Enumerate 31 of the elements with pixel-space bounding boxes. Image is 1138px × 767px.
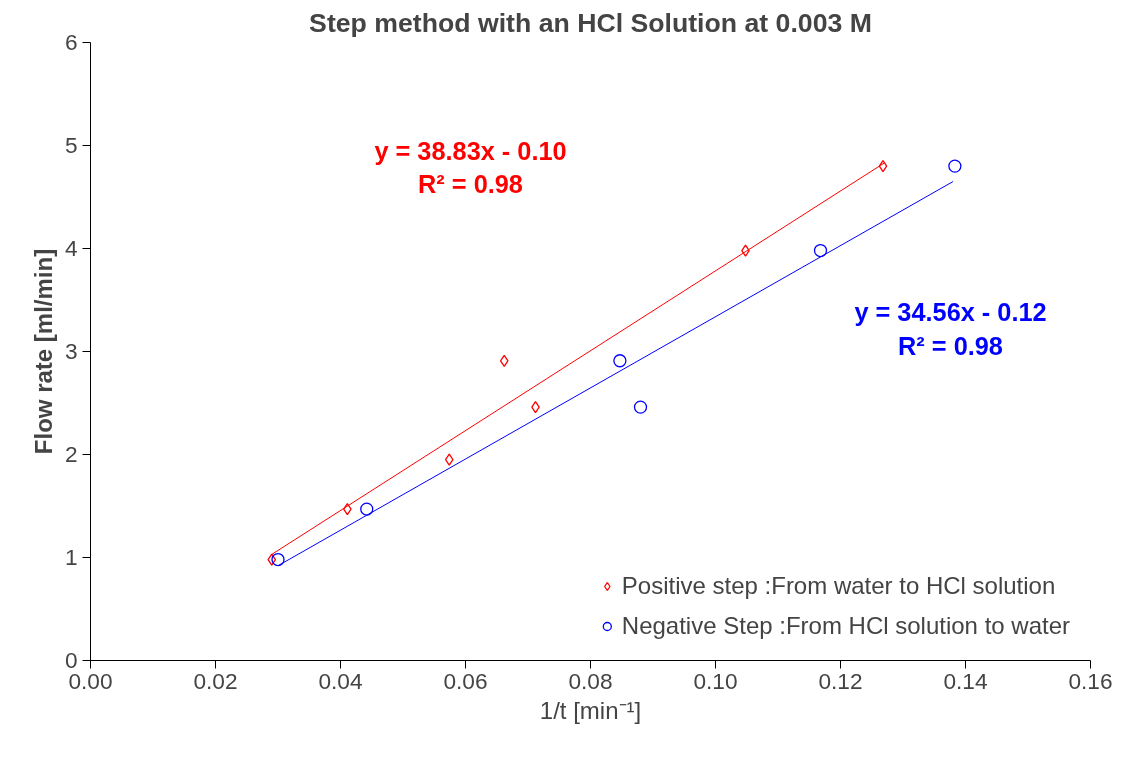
point [444,453,454,466]
point [878,159,888,173]
annotation: y = 38.83x - 0.10 R² = 0.98 [374,136,567,199]
x-tick-label: 0.14 [943,667,988,694]
x-axis-title: 1/t [min⁻¹] [539,696,642,724]
point [271,552,285,567]
point [499,354,509,367]
x-tick-label: 0.02 [193,667,238,694]
y-tick-label: 5 [64,132,78,158]
y-tick-label: 4 [64,235,78,261]
point [613,354,627,368]
annotation: y = 34.56x - 0.12 R² = 0.98 [854,298,1047,360]
chart-title: Step method with an HCl Solution at 0.003 M [309,7,872,38]
x-tick-label: 0.08 [568,667,613,694]
point [813,243,828,258]
point [267,553,277,566]
y-tick-label: 1 [64,544,78,570]
x-tick-label: 0.12 [818,667,863,694]
x-tick-label: 0.10 [693,667,738,694]
point [633,400,648,414]
x-tick-label: 0.06 [443,667,488,694]
y-tick-label: 2 [64,441,78,467]
y-tick-label: 6 [64,29,78,55]
x-tick-label: 0.04 [318,667,363,694]
y-tick-label: 3 [64,338,78,364]
point [360,502,374,516]
legend-label: Negative Step :From HCl solution to water [621,612,1070,640]
y-axis-title: Flow rate [ml/min] [29,248,57,455]
x-tick-label: 0.16 [1068,667,1113,694]
point [948,159,962,173]
legend-label: Positive step :From water to HCl solution [621,572,1056,600]
